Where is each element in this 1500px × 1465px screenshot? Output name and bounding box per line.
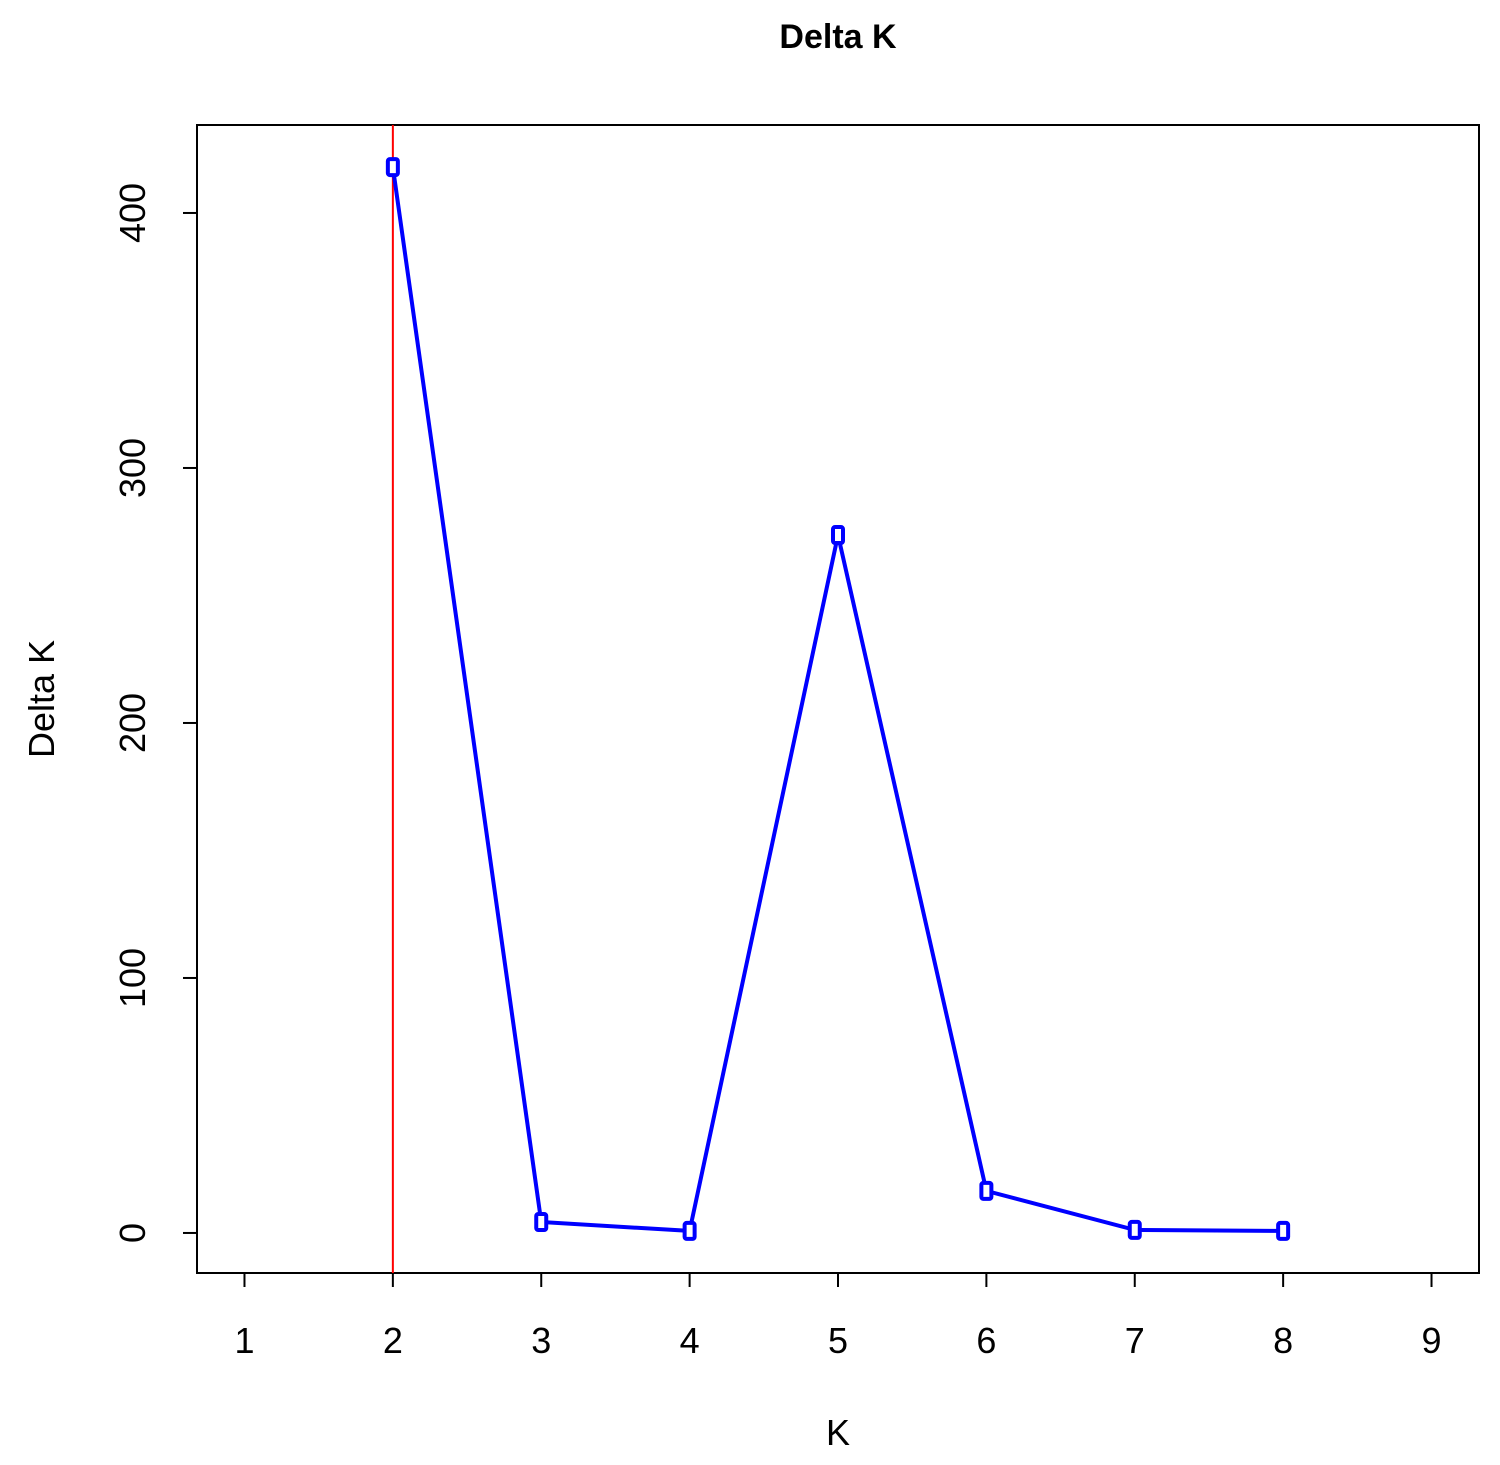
y-tick-label: 100 xyxy=(112,948,153,1008)
x-tick-label: 4 xyxy=(680,1320,700,1361)
data-point xyxy=(1276,1220,1291,1241)
data-point xyxy=(682,1220,697,1241)
x-tick-label: 1 xyxy=(234,1320,254,1361)
x-tick-label: 6 xyxy=(976,1320,996,1361)
x-tick-label: 5 xyxy=(828,1320,848,1361)
y-tick-label: 400 xyxy=(112,183,153,243)
data-point xyxy=(1127,1219,1142,1240)
x-tick-label: 2 xyxy=(383,1320,403,1361)
y-tick-label: 200 xyxy=(112,693,153,753)
x-tick-label: 9 xyxy=(1422,1320,1442,1361)
y-tick-label: 300 xyxy=(112,438,153,498)
data-point xyxy=(534,1212,549,1233)
data-point xyxy=(831,525,845,546)
data-point xyxy=(385,157,400,178)
x-tick-label: 7 xyxy=(1125,1320,1145,1361)
x-axis-label: K xyxy=(826,1412,850,1453)
y-tick-label: 0 xyxy=(112,1223,153,1243)
chart-title: Delta K xyxy=(779,18,897,56)
y-axis-label: Delta K xyxy=(21,640,62,758)
x-tick-label: 8 xyxy=(1273,1320,1293,1361)
data-point xyxy=(979,1180,994,1201)
data-line xyxy=(390,166,1284,1234)
x-tick-label: 3 xyxy=(531,1320,551,1361)
plot-frame xyxy=(196,124,1480,1274)
